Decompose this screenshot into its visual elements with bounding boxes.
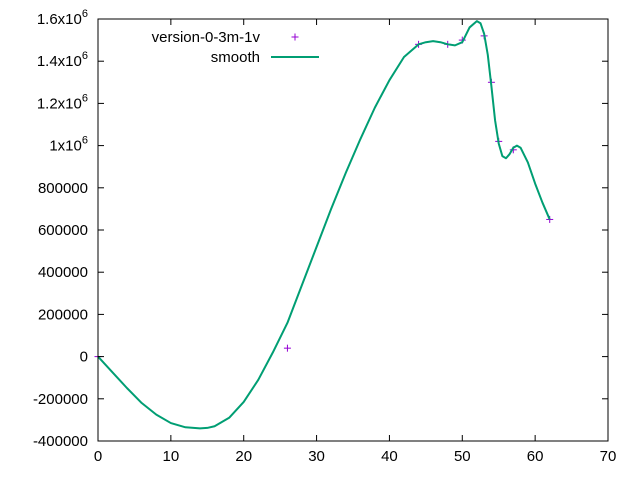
y-tick-label-base: 600000 [38,222,88,239]
x-tick-label: 30 [308,448,325,465]
plot-frame [97,18,609,442]
y-tick-label-base: 800000 [38,180,88,197]
y-tick-label-base: -400000 [33,433,88,450]
y-tick-label: 200000 [38,306,88,323]
y-tick-label: 400000 [38,264,88,281]
series-layer [94,20,554,430]
y-tick-label: 1.4x106 [37,50,88,70]
y-tick-label-base: 1.6x10 [37,11,82,28]
y-tick-label: 800000 [38,180,88,197]
y-tick-label: 1x106 [49,135,88,155]
legend-entry: version-0-3m-1v [152,29,299,46]
legend-label: smooth [211,49,260,66]
data-point-marker [283,344,291,352]
x-tick-label: 10 [163,448,180,465]
y-tick-label: 0 [80,349,88,366]
legend: version-0-3m-1v smooth [152,29,319,66]
legend-swatch-marker [291,33,299,41]
y-tick-label-base: 200000 [38,306,88,323]
x-tick-label: 70 [600,448,617,465]
series-line-smooth [97,20,551,430]
x-tick-label: 60 [527,448,544,465]
y-tick-label-base: 0 [80,349,88,366]
y-tick-label-base: 1.4x10 [37,53,82,70]
y-tick-label: -200000 [33,391,88,408]
y-tick-label-exponent: 6 [82,135,88,147]
y-tick-label: 1.6x106 [37,8,88,28]
y-tick-label-exponent: 6 [82,8,88,20]
y-tick-label: -400000 [33,433,88,450]
legend-label: version-0-3m-1v [152,29,261,46]
ticks-layer: 0 10 20 30 40 50 60 70 -400000 -200000 0 200000 4000… [33,8,616,465]
y-tick-label: 1.2x106 [37,92,88,112]
x-tick-label: 40 [381,448,398,465]
y-tick-label-base: 1x10 [49,138,82,155]
y-tick-label-base: -200000 [33,391,88,408]
y-tick-label-exponent: 6 [82,92,88,104]
x-tick-label: 50 [454,448,471,465]
series-1 [97,20,551,430]
x-tick-label: 0 [94,448,102,465]
y-tick-label: 600000 [38,222,88,239]
y-tick-label-base: 1.2x10 [37,95,82,112]
x-tick-label: 20 [235,448,252,465]
legend-entry: smooth [211,49,319,66]
y-tick-label-base: 400000 [38,264,88,281]
y-tick-label-exponent: 6 [82,50,88,62]
series-0 [94,32,554,361]
